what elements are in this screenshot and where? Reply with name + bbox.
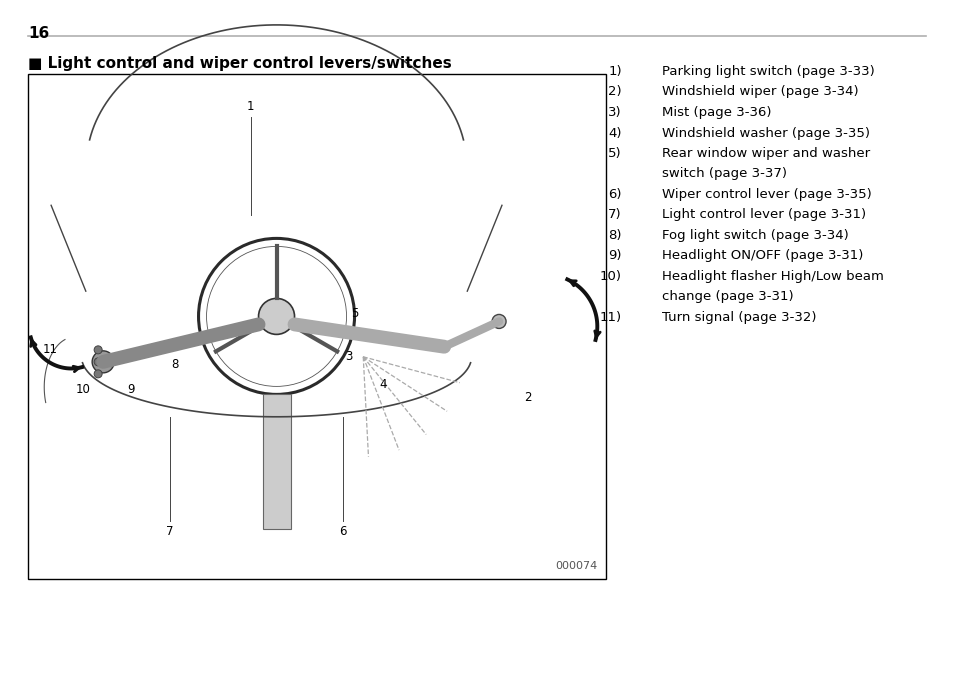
Text: Fog light switch (page 3-34): Fog light switch (page 3-34) [661, 229, 848, 242]
Text: 7): 7) [608, 208, 621, 222]
Text: 10: 10 [75, 383, 91, 396]
Text: 11): 11) [599, 311, 621, 324]
Text: 16: 16 [28, 26, 50, 41]
Bar [28, 74, 605, 579]
Text: 000074: 000074 [556, 561, 598, 571]
Text: 3): 3) [608, 106, 621, 119]
Text: 9: 9 [127, 383, 134, 396]
Text: 6): 6) [608, 188, 621, 201]
Text: 6: 6 [339, 524, 346, 538]
Circle shape [92, 351, 114, 373]
Text: 11: 11 [43, 342, 57, 356]
Text: Light control lever (page 3-31): Light control lever (page 3-31) [661, 208, 865, 222]
Circle shape [94, 370, 102, 378]
Text: 8: 8 [172, 358, 179, 371]
Text: 8): 8) [608, 229, 621, 242]
Circle shape [94, 358, 102, 366]
Text: Turn signal (page 3-32): Turn signal (page 3-32) [661, 311, 816, 324]
Circle shape [258, 299, 294, 334]
Text: Parking light switch (page 3-33): Parking light switch (page 3-33) [661, 65, 874, 78]
Text: ■ Light control and wiper control levers/switches: ■ Light control and wiper control levers… [28, 56, 452, 71]
Text: switch (page 3-37): switch (page 3-37) [661, 168, 786, 181]
Text: 10): 10) [599, 270, 621, 283]
Text: 5: 5 [351, 307, 358, 320]
Text: 5): 5) [608, 147, 621, 160]
Text: 2): 2) [608, 86, 621, 98]
Text: Headlight ON/OFF (page 3-31): Headlight ON/OFF (page 3-31) [661, 249, 862, 262]
Text: Headlight flasher High/Low beam: Headlight flasher High/Low beam [661, 270, 882, 283]
Text: Wiper control lever (page 3-35): Wiper control lever (page 3-35) [661, 188, 871, 201]
Circle shape [94, 346, 102, 354]
Text: 4): 4) [608, 127, 621, 140]
Text: change (page 3-31): change (page 3-31) [661, 290, 793, 303]
Text: 3: 3 [345, 350, 352, 363]
Text: 7: 7 [166, 524, 173, 538]
Text: Rear window wiper and washer: Rear window wiper and washer [661, 147, 869, 160]
Text: 2: 2 [523, 391, 531, 404]
Text: Windshield wiper (page 3-34): Windshield wiper (page 3-34) [661, 86, 858, 98]
Text: Mist (page 3-36): Mist (page 3-36) [661, 106, 771, 119]
Text: 1: 1 [247, 100, 254, 113]
Circle shape [492, 315, 505, 328]
Text: Windshield washer (page 3-35): Windshield washer (page 3-35) [661, 127, 869, 140]
Text: 9): 9) [608, 249, 621, 262]
Bar [262, 394, 291, 528]
Text: 1): 1) [608, 65, 621, 78]
Text: 4: 4 [379, 378, 387, 391]
